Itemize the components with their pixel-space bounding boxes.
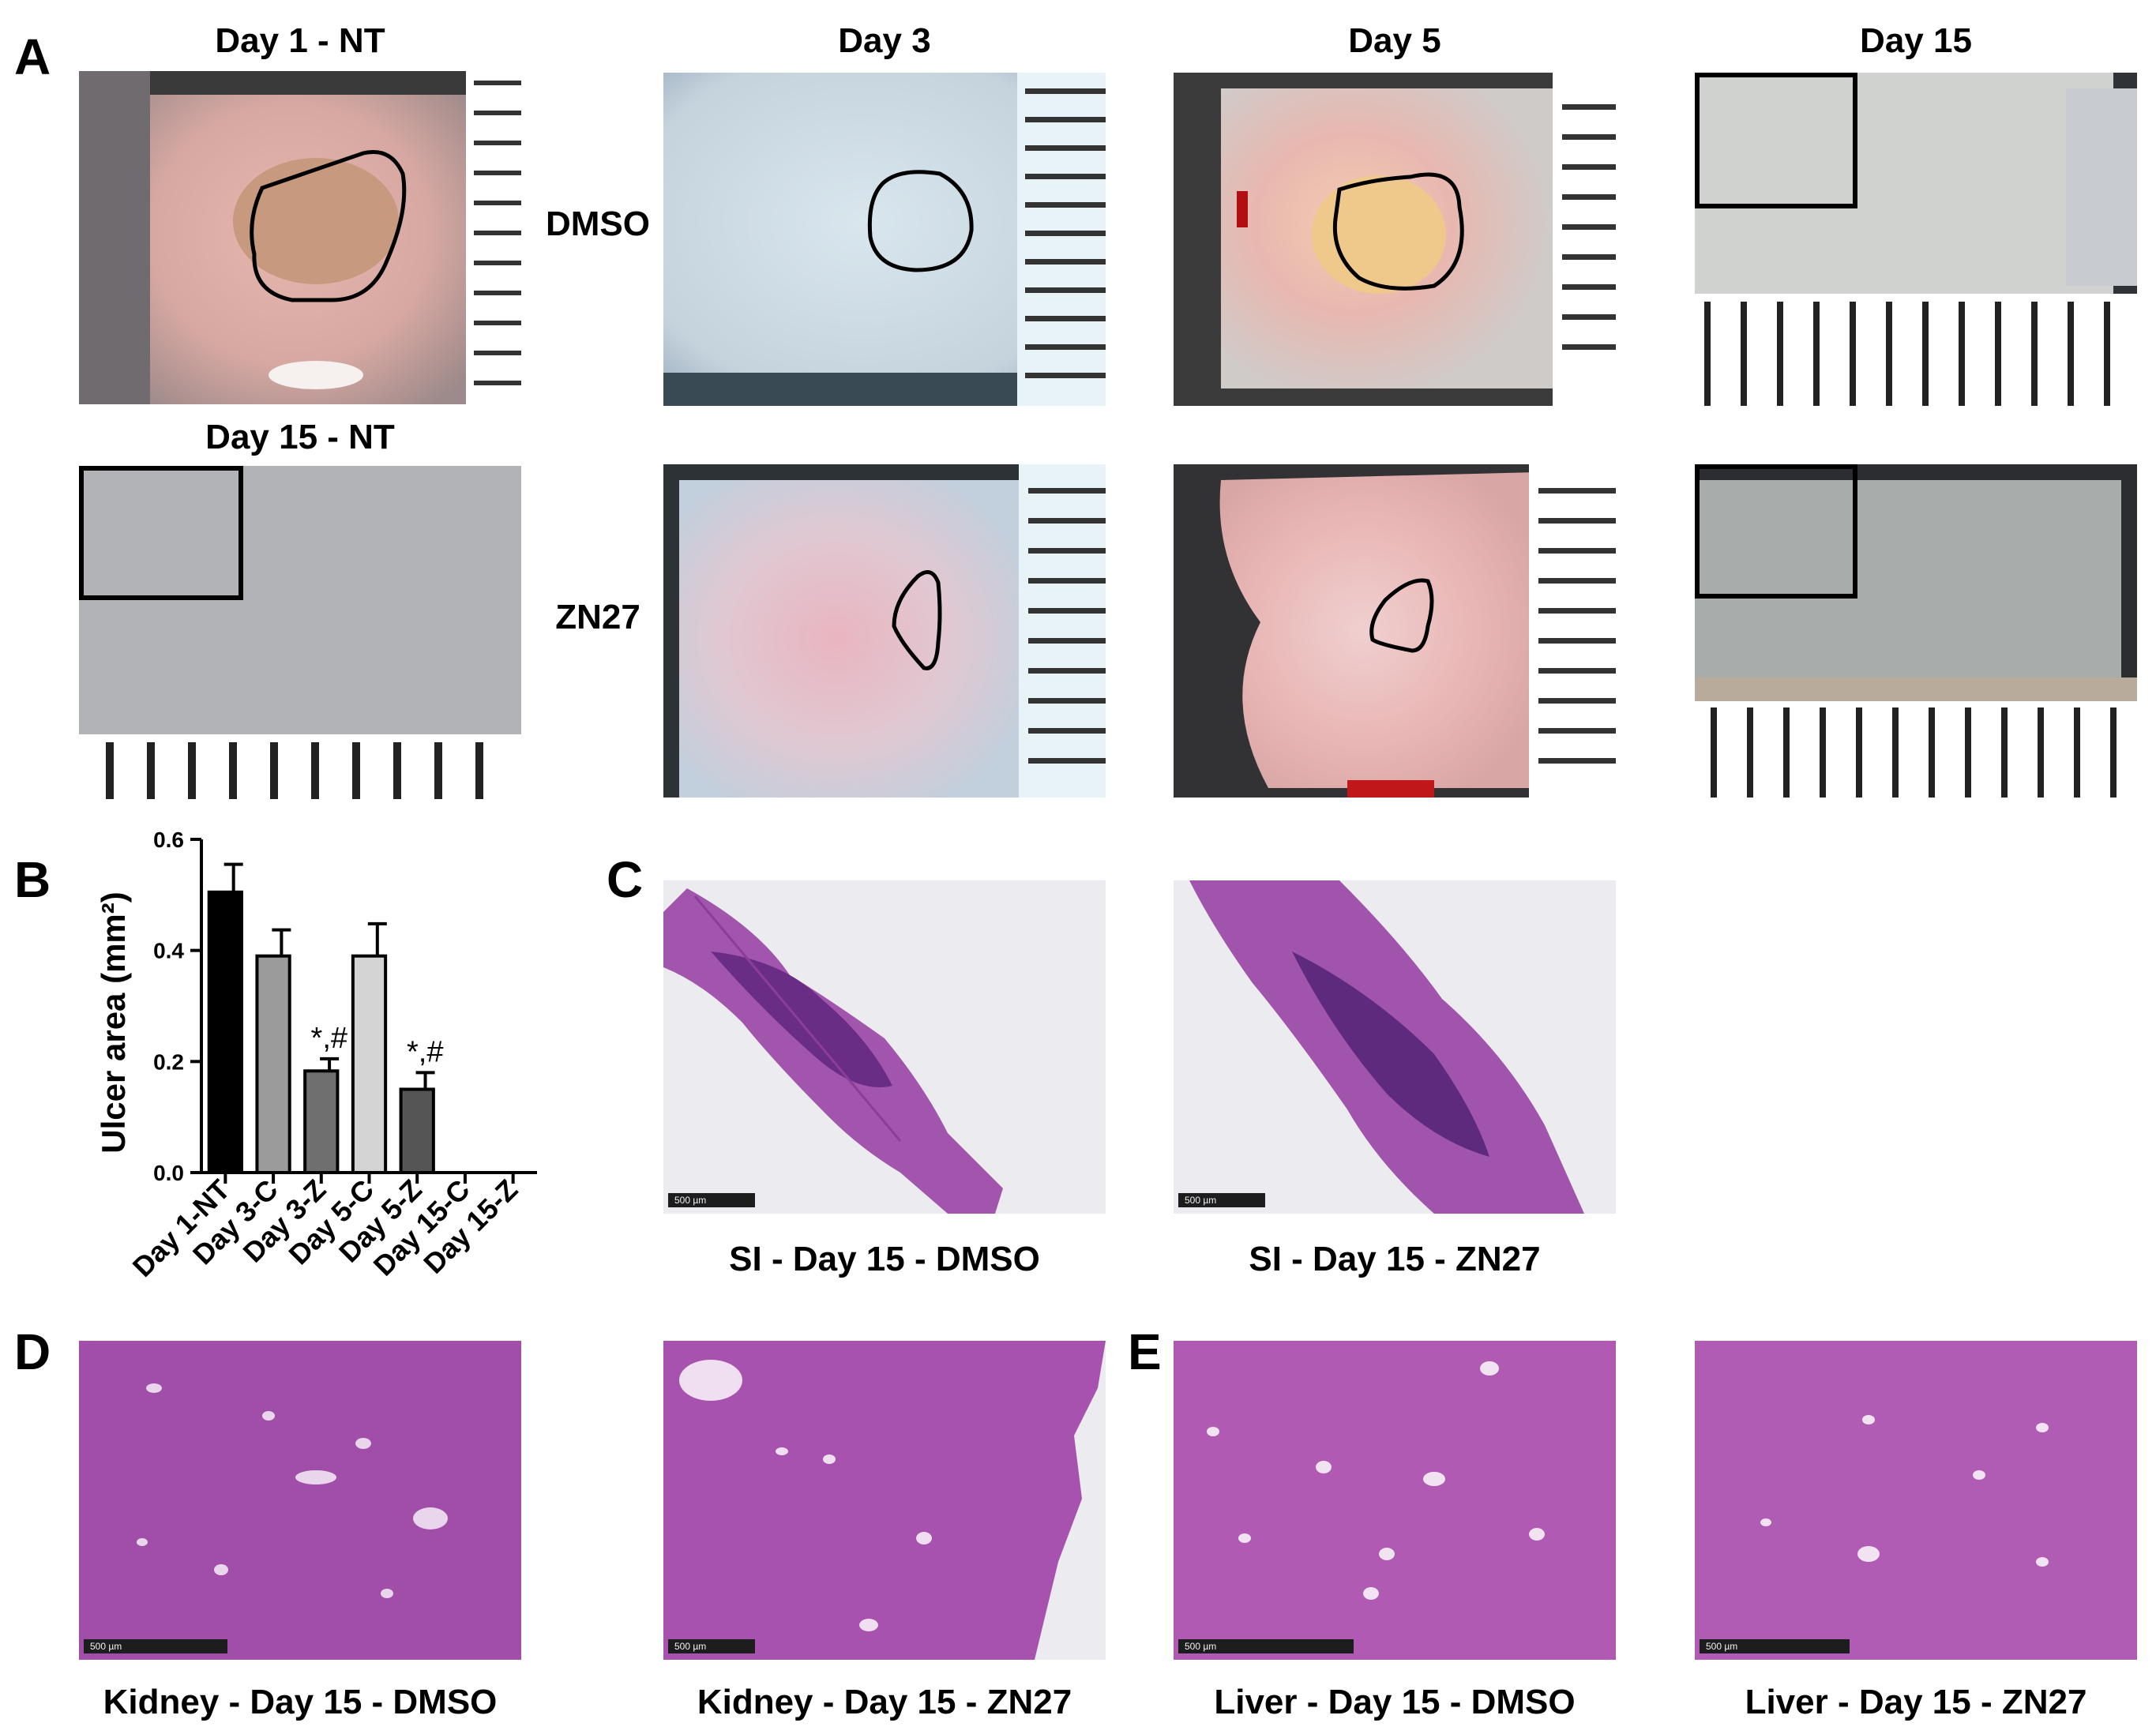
inset-box-day15-dmso <box>1695 73 1857 208</box>
y-ticks: 0.0 0.2 0.4 0.6 <box>153 829 201 1185</box>
bar <box>399 1087 435 1174</box>
panel-label-b: B <box>14 851 51 908</box>
scale-bar-si-dmso: 500 µm <box>668 1193 755 1207</box>
photo-day15-nt <box>79 466 521 799</box>
bar <box>351 954 388 1174</box>
histology-kidney-dmso: 500 µm <box>79 1341 521 1660</box>
photo-day3-zn27 <box>663 464 1106 798</box>
col-title-day3: Day 3 <box>838 21 931 60</box>
bar <box>303 1069 340 1175</box>
significance-label: *,# <box>311 1022 347 1055</box>
histology-liver-dmso: 500 µm <box>1174 1341 1616 1660</box>
caption-liver-zn27: Liver - Day 15 - ZN27 <box>1745 1683 2087 1721</box>
inset-box-day15-nt <box>79 466 243 600</box>
histology-kidney-zn27: 500 µm <box>663 1341 1106 1660</box>
ulcer-area-chart: Ulcer area (mm²) 0.0 0.2 0.4 0.6 *,# *,# Day… <box>95 829 537 1283</box>
panel-label-e: E <box>1128 1323 1162 1380</box>
col-title-day15-nt: Day 15 - NT <box>205 418 395 456</box>
row-label-dmso: DMSO <box>546 205 650 243</box>
photo-day15-zn27 <box>1695 464 2137 798</box>
caption-kidney-dmso: Kidney - Day 15 - DMSO <box>103 1683 498 1721</box>
y-tick-label: 0.4 <box>153 939 184 963</box>
significance-label: *,# <box>407 1035 443 1068</box>
row-label-zn27: ZN27 <box>555 598 640 636</box>
y-axis-label: Ulcer area (mm²) <box>95 891 132 1153</box>
photo-day5-dmso <box>1174 73 1616 406</box>
bar <box>255 954 291 1174</box>
photo-day5-zn27 <box>1174 464 1616 798</box>
panel-label-a: A <box>14 28 51 85</box>
photo-day3-dmso <box>663 73 1106 406</box>
panel-label-d: D <box>14 1323 51 1380</box>
y-tick-label: 0.2 <box>153 1049 184 1074</box>
histology-si-zn27: 500 µm <box>1174 880 1616 1214</box>
caption-kidney-zn27: Kidney - Day 15 - ZN27 <box>697 1683 1072 1721</box>
photo-day1-nt <box>79 71 521 404</box>
scale-bar-kidney-zn27: 500 µm <box>668 1639 755 1653</box>
panel-label-c: C <box>607 851 644 908</box>
caption-si-dmso: SI - Day 15 - DMSO <box>729 1240 1040 1278</box>
scale-bar-kidney-dmso: 500 µm <box>84 1639 227 1653</box>
caption-si-zn27: SI - Day 15 - ZN27 <box>1249 1240 1541 1278</box>
col-title-day1-nt: Day 1 - NT <box>215 21 385 60</box>
y-tick-label: 0.6 <box>153 829 184 852</box>
histology-liver-zn27: 500 µm <box>1695 1341 2137 1660</box>
col-title-day15: Day 15 <box>1860 21 1972 60</box>
caption-liver-dmso: Liver - Day 15 - DMSO <box>1214 1683 1576 1721</box>
histology-si-dmso: 500 µm <box>663 880 1106 1214</box>
y-tick-label: 0.0 <box>153 1161 184 1185</box>
col-title-day5: Day 5 <box>1348 21 1441 60</box>
photo-day15-dmso <box>1695 73 2137 406</box>
inset-box-day15-zn27 <box>1695 464 1857 599</box>
scale-bar-liver-dmso: 500 µm <box>1178 1639 1354 1653</box>
bar <box>207 890 243 1174</box>
scale-bar-si-zn27: 500 µm <box>1178 1193 1265 1207</box>
bars: *,# *,# <box>207 862 443 1175</box>
scale-bar-liver-zn27: 500 µm <box>1700 1639 1850 1653</box>
